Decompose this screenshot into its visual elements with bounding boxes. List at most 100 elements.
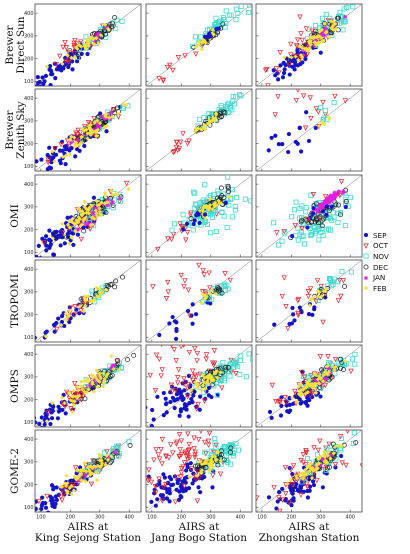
data-point	[320, 30, 325, 35]
data-point	[310, 479, 316, 484]
data-point	[189, 387, 194, 392]
data-point	[281, 228, 287, 235]
data-point	[318, 283, 324, 290]
data-point	[72, 135, 77, 140]
data-point	[178, 391, 183, 396]
data-point	[54, 326, 60, 333]
data-point	[88, 481, 95, 487]
data-point	[332, 367, 337, 373]
data-point	[78, 396, 84, 402]
data-point	[225, 175, 231, 180]
data-point	[307, 303, 312, 308]
data-point	[69, 492, 74, 497]
data-point	[327, 35, 332, 40]
data-point	[351, 430, 357, 436]
data-point	[110, 199, 115, 204]
data-point	[214, 369, 220, 374]
data-point	[80, 126, 86, 132]
data-point	[85, 40, 90, 45]
data-point	[102, 376, 107, 382]
data-point	[84, 469, 89, 474]
data-point	[297, 305, 302, 310]
data-point	[205, 379, 210, 384]
data-point	[203, 458, 208, 464]
data-point	[309, 475, 315, 481]
data-point	[223, 20, 229, 26]
data-point	[35, 335, 37, 340]
data-point	[110, 363, 115, 369]
data-point	[193, 126, 199, 131]
data-point	[63, 389, 70, 396]
data-point	[49, 416, 55, 421]
data-point	[56, 404, 61, 409]
data-point	[283, 399, 289, 406]
data-point	[337, 278, 343, 284]
data-point	[95, 214, 100, 219]
data-point	[323, 11, 329, 17]
legend-marker	[363, 275, 369, 280]
column-label: AIRS at Zhongshan Station	[258, 521, 360, 545]
data-point	[336, 189, 341, 194]
data-point	[256, 495, 260, 501]
data-point	[123, 180, 130, 187]
data-point	[218, 448, 224, 454]
data-point	[155, 497, 160, 502]
data-point	[307, 469, 312, 474]
data-point	[194, 498, 201, 504]
panel-points	[35, 89, 141, 171]
data-point	[187, 474, 192, 479]
data-point	[201, 461, 207, 466]
data-point	[91, 205, 96, 210]
legend-item: DEC	[362, 262, 410, 273]
data-point	[48, 242, 53, 247]
data-point	[47, 245, 52, 251]
data-point	[40, 75, 45, 80]
data-point	[113, 278, 119, 284]
data-point	[82, 460, 87, 466]
data-point	[207, 120, 212, 125]
data-point	[303, 467, 308, 473]
row-label: TROPOMI	[9, 273, 22, 329]
data-point	[312, 382, 317, 387]
data-point	[328, 370, 333, 376]
data-point	[222, 110, 228, 116]
data-point	[192, 454, 198, 461]
data-point	[200, 383, 206, 388]
data-point	[326, 365, 331, 371]
data-point	[173, 139, 180, 146]
data-point	[325, 465, 331, 471]
data-point	[112, 284, 118, 290]
data-point	[246, 4, 252, 8]
data-point	[93, 375, 99, 380]
data-point	[322, 376, 327, 382]
data-point	[191, 189, 197, 195]
data-point	[322, 122, 327, 127]
data-point	[327, 116, 332, 122]
data-point	[197, 459, 203, 464]
data-point	[72, 465, 79, 471]
y-tick-label: 300	[24, 119, 34, 125]
data-point	[282, 395, 288, 401]
data-point	[223, 8, 229, 14]
data-point	[331, 451, 336, 456]
data-point	[165, 490, 170, 495]
data-point	[41, 81, 46, 86]
x-tick-label: 400	[345, 515, 355, 521]
data-point	[151, 457, 157, 463]
data-point	[298, 387, 303, 393]
data-point	[288, 52, 294, 58]
x-tick-label: 300	[206, 515, 216, 521]
data-point	[127, 442, 133, 448]
data-point	[210, 485, 215, 490]
data-point	[75, 478, 80, 483]
data-point	[202, 449, 208, 455]
data-point	[41, 240, 47, 246]
panel-points	[256, 4, 362, 86]
data-point	[320, 209, 326, 214]
data-point	[52, 159, 57, 164]
data-point	[329, 30, 335, 36]
data-point	[279, 293, 285, 300]
data-point	[319, 15, 325, 21]
data-point	[214, 392, 220, 398]
